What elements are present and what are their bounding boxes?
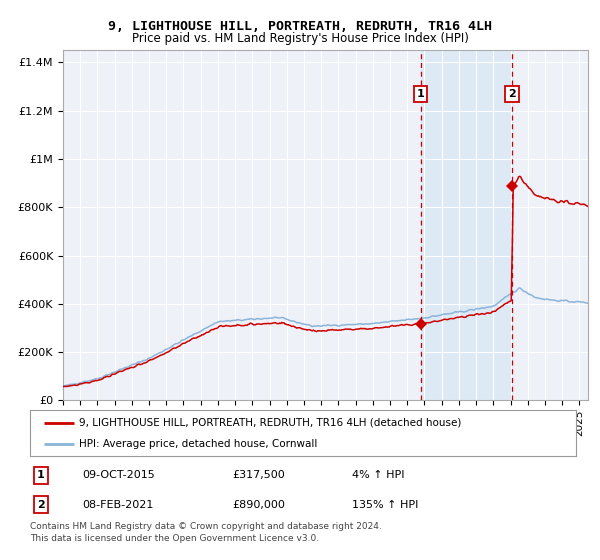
Text: Price paid vs. HM Land Registry's House Price Index (HPI): Price paid vs. HM Land Registry's House … bbox=[131, 32, 469, 45]
Text: 4% ↑ HPI: 4% ↑ HPI bbox=[352, 470, 404, 480]
Text: 9, LIGHTHOUSE HILL, PORTREATH, REDRUTH, TR16 4LH (detached house): 9, LIGHTHOUSE HILL, PORTREATH, REDRUTH, … bbox=[79, 418, 461, 428]
Text: £890,000: £890,000 bbox=[232, 500, 285, 510]
Text: 08-FEB-2021: 08-FEB-2021 bbox=[82, 500, 153, 510]
Text: 1: 1 bbox=[416, 89, 424, 99]
Bar bbox=[421, 50, 512, 400]
Text: HPI: Average price, detached house, Cornwall: HPI: Average price, detached house, Corn… bbox=[79, 439, 317, 449]
Text: 2: 2 bbox=[37, 500, 45, 510]
Text: Contains HM Land Registry data © Crown copyright and database right 2024.
This d: Contains HM Land Registry data © Crown c… bbox=[30, 522, 382, 543]
Text: 09-OCT-2015: 09-OCT-2015 bbox=[82, 470, 155, 480]
Text: 1: 1 bbox=[37, 470, 45, 480]
Text: 9, LIGHTHOUSE HILL, PORTREATH, REDRUTH, TR16 4LH: 9, LIGHTHOUSE HILL, PORTREATH, REDRUTH, … bbox=[108, 20, 492, 32]
Text: 2: 2 bbox=[508, 89, 516, 99]
Text: £317,500: £317,500 bbox=[232, 470, 285, 480]
Text: 135% ↑ HPI: 135% ↑ HPI bbox=[352, 500, 419, 510]
